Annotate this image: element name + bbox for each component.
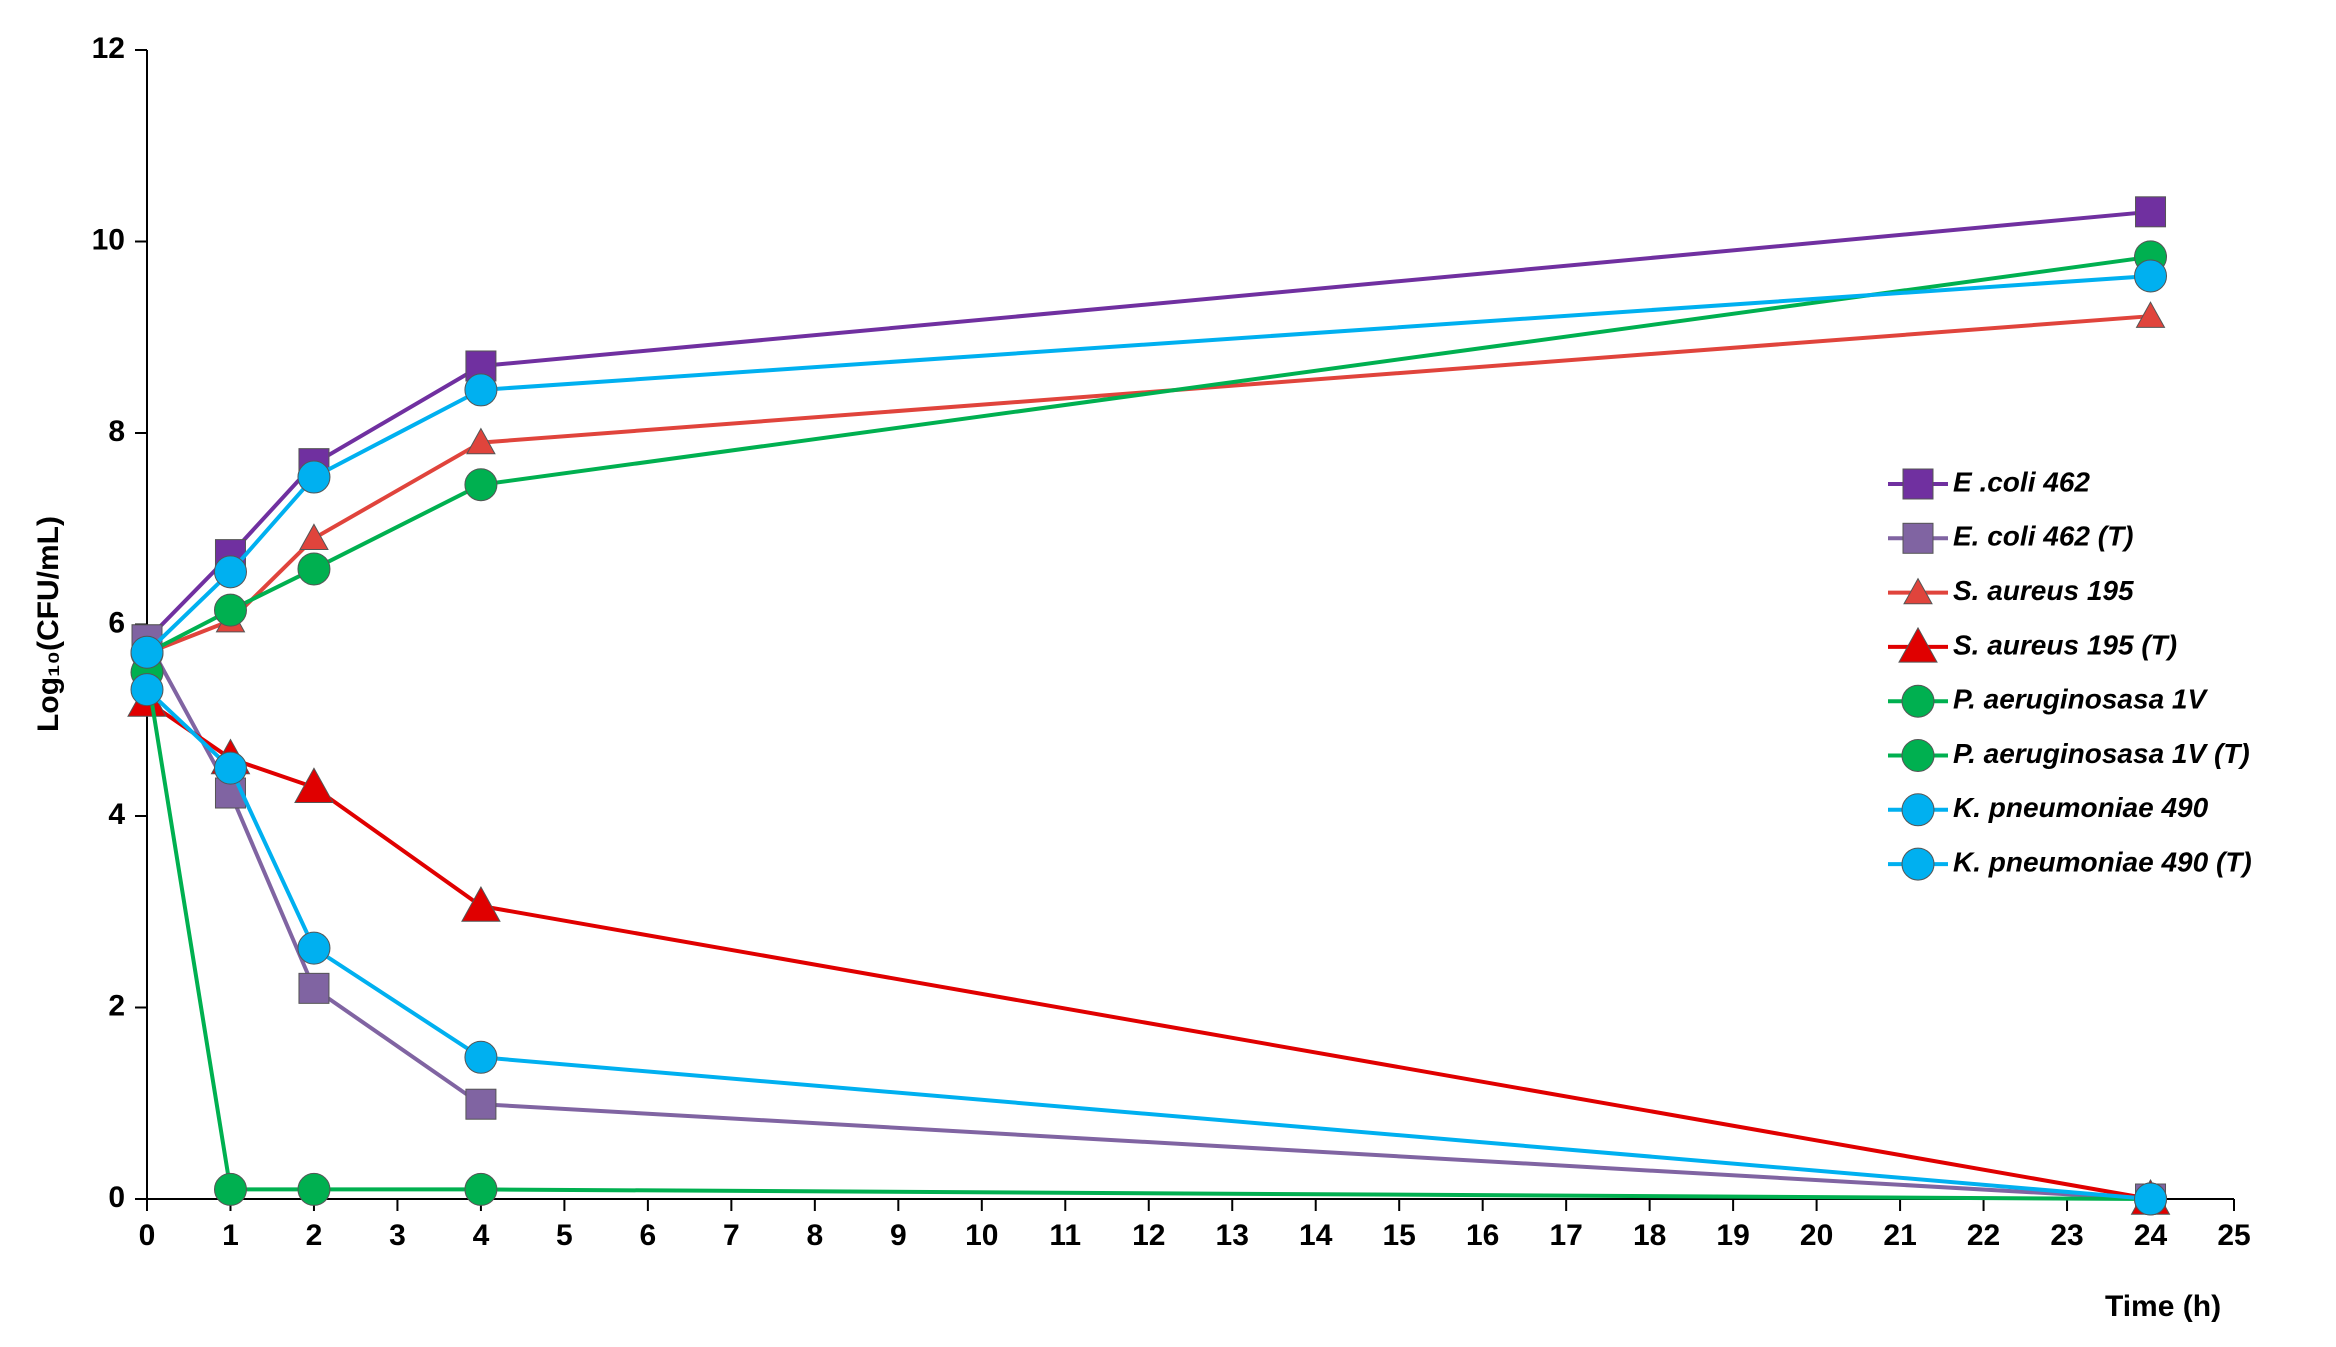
marker [464,1172,498,1206]
x-tick-label: 14 [1299,1219,1333,1252]
marker [297,1172,331,1206]
y-tick-label: 0 [108,1181,125,1214]
legend-marker [1902,522,1934,554]
x-tick-label: 11 [1049,1219,1081,1252]
marker [466,427,496,455]
x-tick-label: 8 [806,1219,823,1252]
marker [465,1088,497,1120]
x-axis-label: Time (h) [2105,1290,2221,1323]
x-tick-label: 1 [222,1219,239,1252]
x-tick-label: 19 [1716,1219,1749,1252]
marker [130,635,164,669]
marker [461,885,501,922]
x-tick-label: 23 [2050,1219,2083,1252]
legend-marker [1901,793,1935,827]
legend-label: E. coli 462 (T) [1953,521,2134,552]
y-tick-label: 12 [92,32,125,65]
x-tick-label: 12 [1132,1219,1165,1252]
series [131,196,2167,656]
series-line [145,209,2151,642]
marker [213,751,247,785]
x-tick-label: 6 [640,1219,657,1252]
series-line [146,254,2151,656]
legend-label: K. pneumoniae 490 [1953,792,2209,823]
marker [130,673,164,707]
series [127,681,2171,1215]
x-tick-label: 13 [1216,1219,1249,1252]
legend-marker [1903,577,1933,605]
legend-label: S. aureus 195 (T) [1953,629,2177,660]
x-tick-label: 9 [890,1219,907,1252]
marker [464,468,498,502]
marker [213,593,247,627]
legend-marker [1898,626,1938,663]
marker [2135,196,2167,228]
x-tick-label: 0 [139,1219,156,1252]
x-tick-label: 5 [556,1219,573,1252]
series-line [146,314,2151,656]
marker [213,555,247,589]
x-tick-label: 7 [723,1219,740,1252]
x-tick-label: 17 [1549,1219,1582,1252]
x-tick-label: 18 [1633,1219,1666,1252]
y-axis-label: Log₁₀(CFU/mL) [32,516,65,732]
x-tick-label: 25 [2217,1219,2250,1252]
legend-label: P. aeruginosasa 1V (T) [1953,738,2250,769]
legend-label: E .coli 462 [1953,466,2090,497]
x-tick-label: 16 [1466,1219,1499,1252]
x-tick-label: 4 [473,1219,490,1252]
legend-marker [1901,739,1935,772]
x-tick-label: 20 [1800,1219,1833,1252]
y-tick-label: 6 [108,606,125,639]
x-tick-label: 15 [1383,1219,1416,1252]
marker [297,931,331,965]
marker [213,1172,247,1206]
legend-label: K. pneumoniae 490 (T) [1953,846,2252,877]
y-tick-label: 4 [108,798,125,831]
x-tick-label: 2 [306,1219,323,1252]
marker [2135,301,2166,328]
marker [2134,259,2168,293]
series [130,655,2168,1216]
x-tick-label: 10 [965,1219,998,1252]
series-line [145,273,2151,654]
series-line [145,672,2151,1201]
marker [299,523,329,551]
marker [2134,1182,2168,1216]
series [130,259,2168,669]
series-line [145,688,2151,1201]
y-tick-label: 2 [108,989,125,1022]
y-tick-label: 8 [108,415,125,448]
marker [297,460,331,494]
x-tick-label: 22 [1967,1219,2000,1252]
marker [464,1040,498,1074]
series [130,673,2168,1216]
marker [464,373,498,407]
legend-label: P. aeruginosasa 1V [1953,684,2209,715]
x-tick-label: 21 [1883,1219,1916,1252]
legend-label: S. aureus 195 [1953,575,2134,606]
x-tick-label: 24 [2134,1219,2168,1252]
marker [294,767,334,803]
x-tick-label: 3 [389,1219,406,1252]
series [132,301,2166,665]
legend-marker [1901,684,1935,718]
series-line [145,699,2151,1201]
legend-marker [1902,468,1934,500]
series [131,624,2167,1215]
y-tick-label: 10 [92,223,125,256]
marker [297,552,331,586]
legend-marker [1901,847,1935,881]
marker [298,972,330,1004]
